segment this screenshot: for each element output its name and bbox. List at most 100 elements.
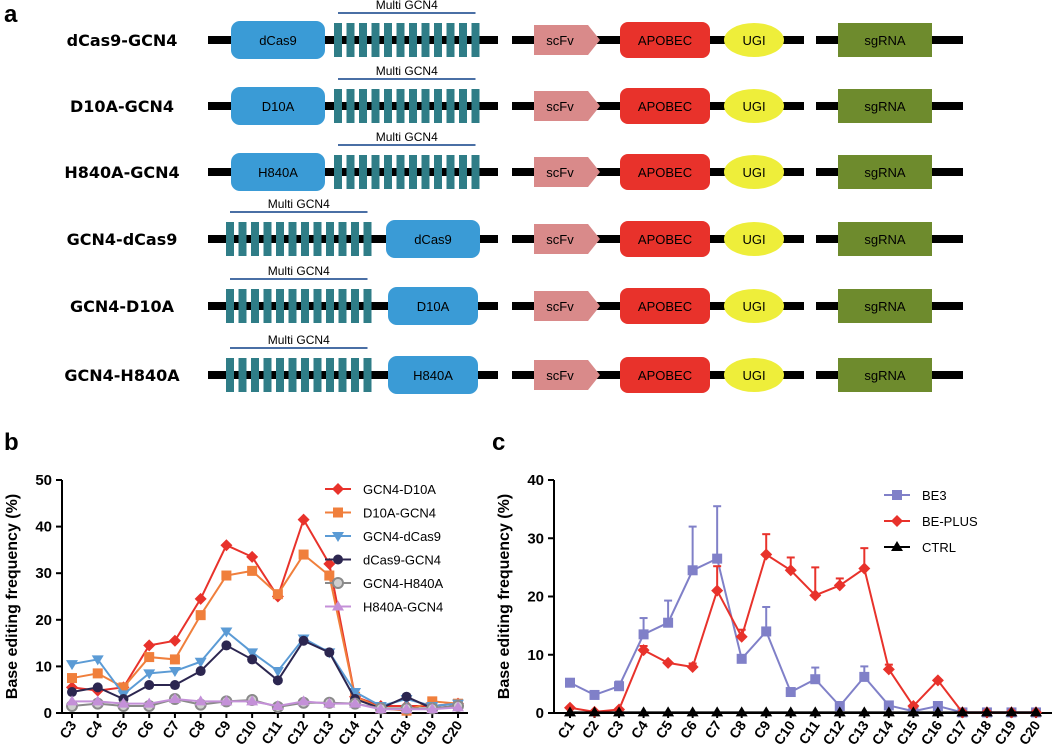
legend-entry: dCas9-GCN4 <box>363 553 441 568</box>
scfv-domain <box>534 291 600 321</box>
construct-row: GCN4-H840A Multi GCN4 H840A scFv APOBEC UGI sg… <box>64 333 963 394</box>
data-point <box>907 700 920 713</box>
data-point <box>858 562 871 575</box>
scfv-label: scFv <box>546 99 574 114</box>
data-point <box>194 592 207 605</box>
data-point <box>271 667 284 678</box>
y-tick-label: 10 <box>527 647 544 664</box>
data-point <box>686 706 699 717</box>
data-point <box>297 513 310 526</box>
sgrna-label: sgRNA <box>864 33 906 48</box>
x-tick-label: C7 <box>701 717 724 741</box>
gcn4-repeat <box>351 289 359 323</box>
data-point <box>686 660 699 673</box>
gcn4-repeat <box>326 358 334 392</box>
gcn4-repeat <box>363 289 372 323</box>
x-tick-label: C8 <box>185 717 208 741</box>
data-point <box>67 687 77 698</box>
cas-domain <box>388 287 478 325</box>
data-point <box>833 706 846 717</box>
data-point <box>785 687 796 698</box>
scfv-domain <box>534 91 600 121</box>
ugi-label: UGI <box>742 33 765 48</box>
gcn4-repeat <box>346 89 355 123</box>
series-group <box>564 706 1042 717</box>
ugi-label: UGI <box>742 99 765 114</box>
cas-domain-label: dCas9 <box>414 232 452 247</box>
series-group <box>66 693 464 714</box>
panel-a-constructs: dCas9-GCN4 Multi GCN4 dCas9 scFv APOBEC UGI sg… <box>64 0 963 394</box>
data-point <box>882 663 895 676</box>
data-point <box>169 680 180 691</box>
x-tick-label: C12 <box>819 717 847 747</box>
gcn4-repeat <box>409 155 417 189</box>
data-point <box>246 648 259 659</box>
gcn4-repeat <box>434 23 442 57</box>
gcn4-repeat <box>263 289 272 323</box>
apobec-label: APOBEC <box>638 99 692 114</box>
data-point <box>401 691 412 702</box>
x-tick-label: C2 <box>579 717 602 741</box>
data-point <box>1005 706 1018 717</box>
x-tick-label: C12 <box>283 717 311 747</box>
cas-domain <box>231 87 325 125</box>
cas-domain-label: H840A <box>413 368 453 383</box>
series-line <box>569 553 1036 714</box>
scfv-label: scFv <box>546 165 574 180</box>
apobec-domain <box>620 22 710 58</box>
gcn4-repeat <box>434 89 442 123</box>
data-point <box>712 553 723 564</box>
gcn4-repeat <box>226 289 234 323</box>
legend-marker <box>891 541 903 551</box>
data-point <box>143 669 156 680</box>
x-tick-label: C13 <box>844 717 872 747</box>
gcn4-repeat <box>226 358 234 392</box>
data-point <box>195 610 206 621</box>
apobec-label: APOBEC <box>638 368 692 383</box>
ugi-label: UGI <box>742 299 765 314</box>
gcn4-repeat <box>471 155 480 189</box>
data-point <box>859 671 870 682</box>
x-tick-label: C6 <box>677 717 700 741</box>
gcn4-repeat <box>384 89 392 123</box>
gcn4-repeat <box>313 289 322 323</box>
gcn4-repeat <box>338 222 347 256</box>
ugi-domain <box>724 358 784 392</box>
data-point <box>784 564 797 577</box>
data-point <box>858 706 871 717</box>
multi-gcn4-label: Multi GCN4 <box>376 0 438 12</box>
gcn4-repeat <box>251 289 259 323</box>
x-tick-label: C4 <box>82 717 105 741</box>
gcn4-repeat <box>263 358 272 392</box>
data-point <box>426 703 439 714</box>
apobec-label: APOBEC <box>638 33 692 48</box>
legend-marker <box>892 490 902 500</box>
data-point <box>427 696 438 707</box>
gcn4-repeat <box>338 289 347 323</box>
data-point <box>91 655 104 666</box>
data-point <box>834 701 845 712</box>
data-point <box>736 653 747 664</box>
gcn4-repeat <box>251 222 259 256</box>
construct-name: GCN4-H840A <box>64 366 180 385</box>
data-point <box>220 539 233 552</box>
ugi-domain <box>724 89 784 123</box>
data-point <box>66 660 78 671</box>
sgrna-label: sgRNA <box>864 299 906 314</box>
gcn4-repeat <box>459 89 467 123</box>
gcn4-repeat <box>363 222 372 256</box>
cas-domain <box>388 356 478 394</box>
ugi-label: UGI <box>742 165 765 180</box>
gcn4-repeat <box>384 23 392 57</box>
apobec-label: APOBEC <box>638 165 692 180</box>
gcn4-repeat <box>226 222 234 256</box>
sgrna-label: sgRNA <box>864 368 906 383</box>
construct-name: dCas9-GCN4 <box>67 31 178 50</box>
x-tick-label: C19 <box>991 717 1019 747</box>
data-point <box>323 557 336 570</box>
apobec-domain <box>620 221 710 257</box>
y-tick-label: 0 <box>44 705 52 722</box>
gcn4-repeat <box>334 155 342 189</box>
y-axis-label: Base editing frequency (%) <box>4 494 21 699</box>
